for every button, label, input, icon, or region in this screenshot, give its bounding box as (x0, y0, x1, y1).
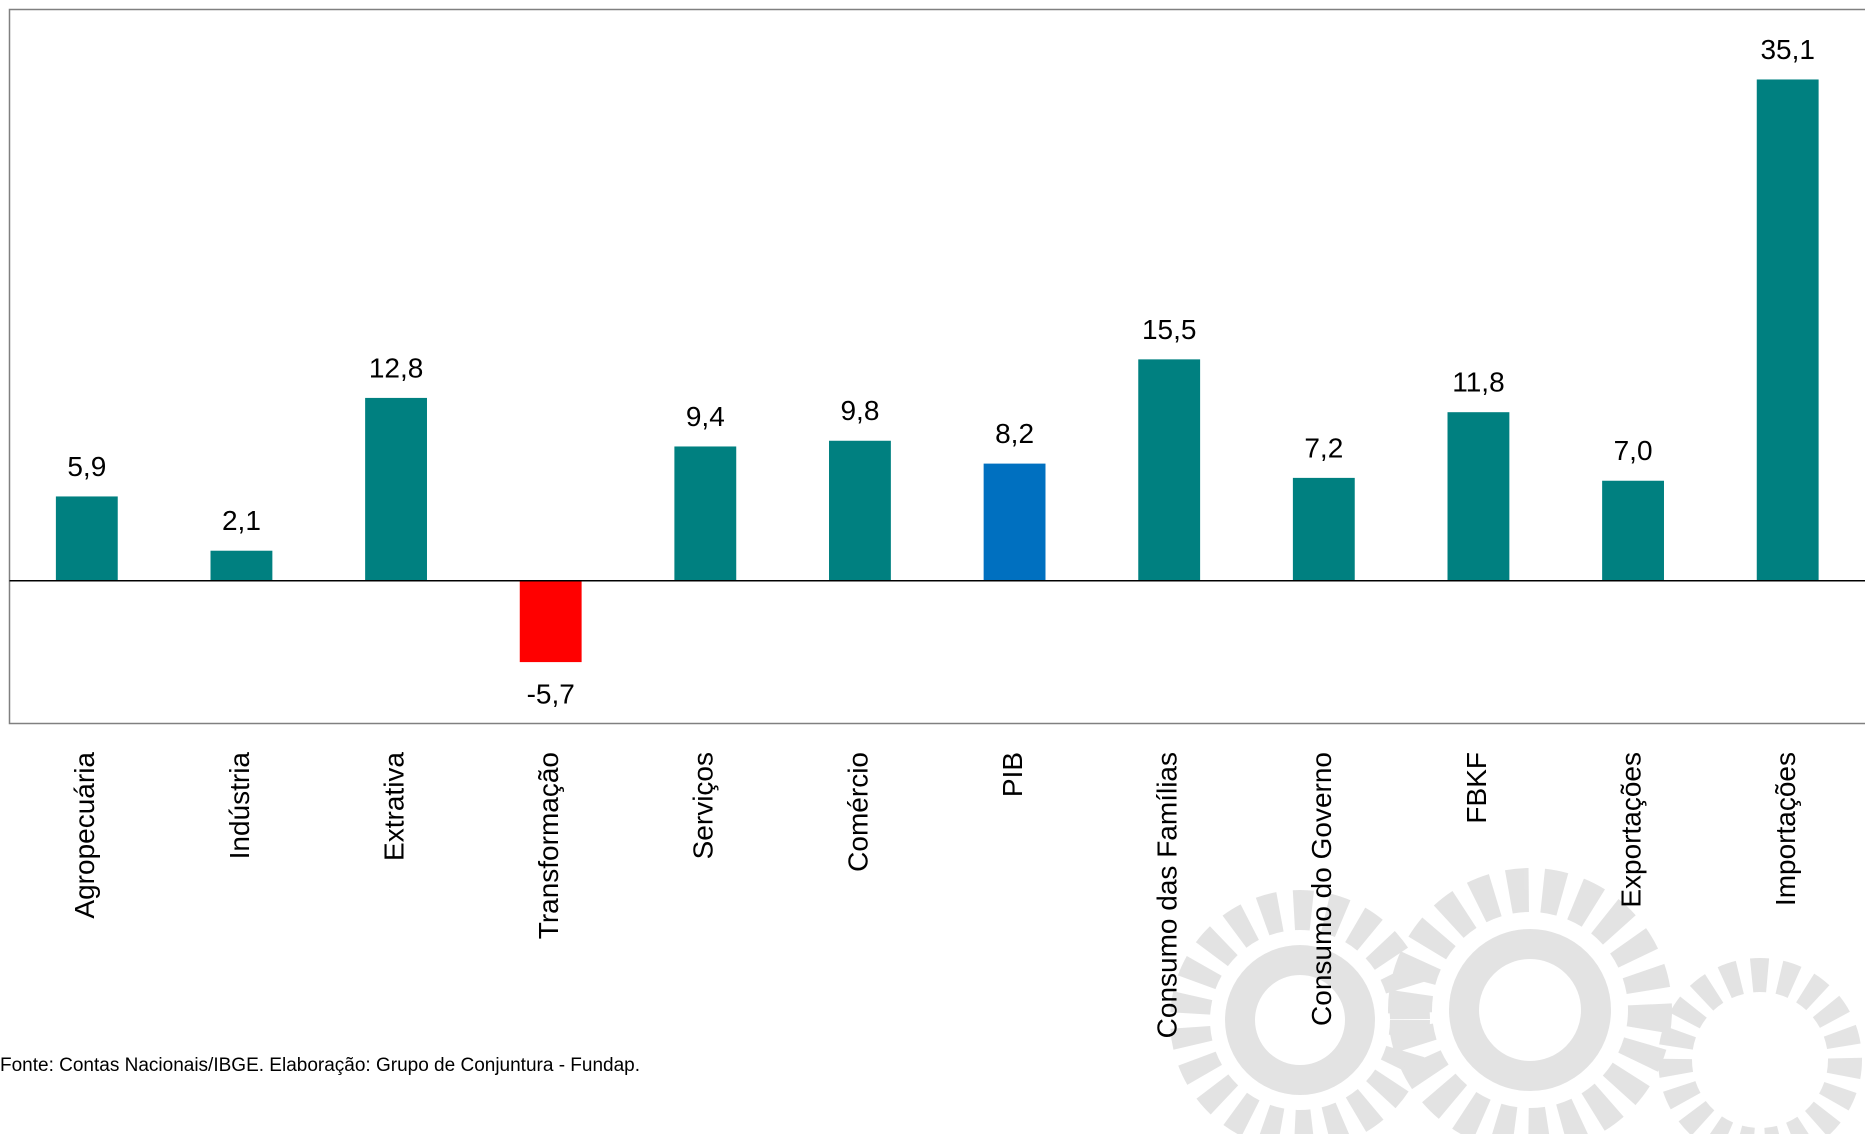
value-label: 9,4 (686, 401, 725, 432)
bar (1756, 79, 1819, 581)
watermark-gears (1170, 868, 1862, 1134)
x-tick-label: PIB (997, 752, 1028, 797)
value-label: -5,7 (527, 678, 575, 709)
value-label: 5,9 (67, 451, 106, 482)
bar (210, 550, 273, 581)
value-label: 9,8 (840, 395, 879, 426)
gear (1658, 958, 1862, 1134)
x-tick-label: Exportações (1615, 752, 1646, 908)
bar (1602, 480, 1664, 581)
bar (829, 440, 891, 581)
value-label: 12,8 (369, 352, 424, 383)
x-tick-label: Consumo do Governo (1306, 752, 1337, 1026)
value-label: 7,2 (1304, 432, 1343, 463)
x-tick-label: Transformação (533, 752, 564, 939)
source-note: Fonte: Contas Nacionais/IBGE. Elaboração… (0, 1055, 640, 1076)
gear (1225, 945, 1375, 1095)
bar (519, 580, 582, 663)
bar (983, 463, 1046, 581)
value-label: 15,5 (1142, 314, 1197, 345)
x-tick-label: Indústria (224, 752, 255, 860)
bar (55, 496, 118, 581)
value-label: 8,2 (995, 418, 1034, 449)
bar (1447, 412, 1510, 581)
gear (1449, 929, 1611, 1091)
bar (365, 397, 427, 581)
x-tick-label: FBKF (1461, 752, 1492, 824)
plot-frame (8, 8, 1865, 725)
gear (1388, 868, 1672, 1134)
bar (1292, 477, 1355, 581)
x-tick-label: Agropecuária (69, 752, 100, 919)
x-tick-label: Consumo das Famílias (1152, 752, 1183, 1038)
x-tick-label: Importações (1770, 752, 1801, 906)
x-tick-label: Serviços (688, 752, 719, 859)
value-label: 2,1 (222, 505, 261, 536)
bar (1138, 359, 1201, 581)
x-tick-label: Extrativa (378, 752, 409, 861)
bar (674, 446, 737, 581)
value-label: 35,1 (1760, 34, 1815, 65)
value-label: 7,0 (1614, 435, 1653, 466)
gear (1170, 890, 1430, 1134)
x-tick-label: Comércio (842, 752, 873, 872)
value-label: 11,8 (1452, 367, 1504, 398)
